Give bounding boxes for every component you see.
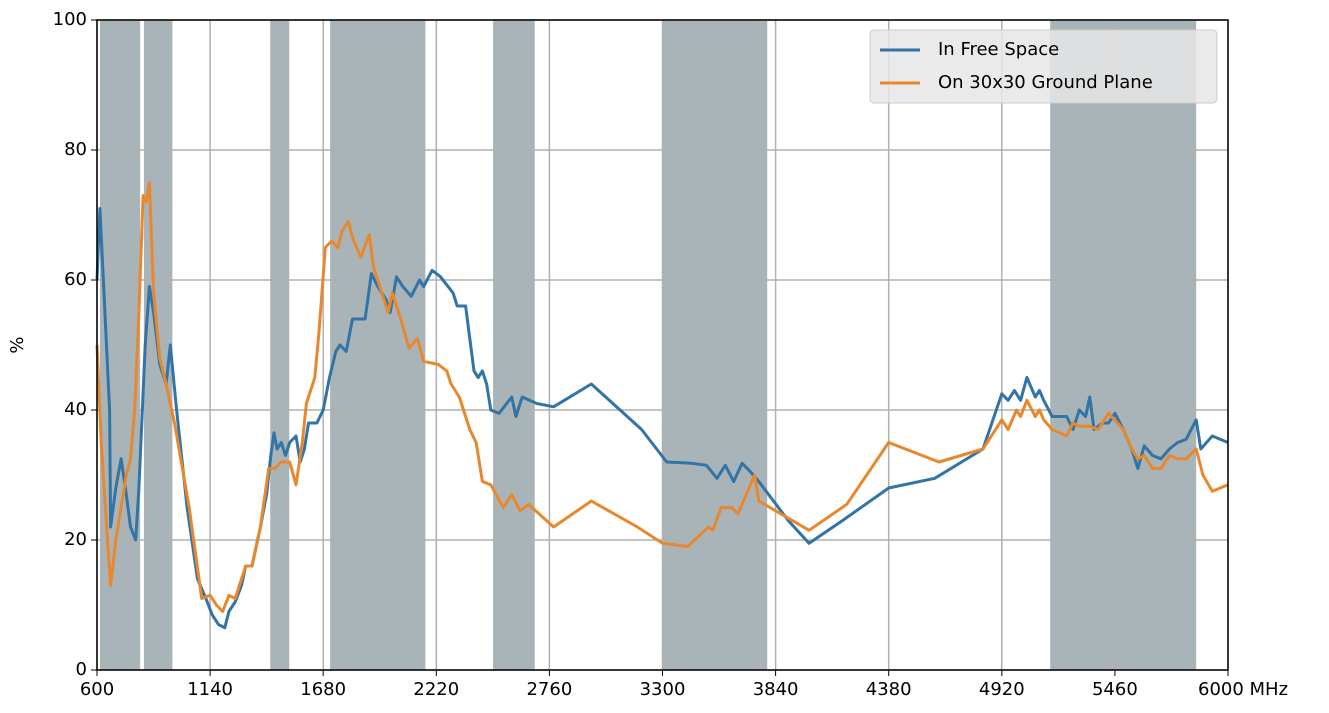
x-tick-label: 600 <box>80 679 114 700</box>
x-tick-label: 4920 <box>979 679 1025 700</box>
y-tick-label: 20 <box>64 529 87 550</box>
y-axis-label: % <box>7 336 28 353</box>
legend-box <box>869 29 1218 104</box>
legend-label: In Free Space <box>938 39 1059 60</box>
x-tick-label: 6000 MHz <box>1198 679 1288 700</box>
data-line <box>95 207 1229 630</box>
y-tick-label: 40 <box>64 399 87 420</box>
legend-label: On 30x30 Ground Plane <box>938 72 1153 93</box>
shaded-band <box>1050 20 1197 670</box>
shaded-band <box>270 20 290 670</box>
y-tick-label: 60 <box>64 269 87 290</box>
x-tick-label: 4380 <box>866 679 912 700</box>
y-tick-label: 80 <box>64 139 87 160</box>
y-tick-label: 0 <box>76 659 87 680</box>
x-tick-label: 2220 <box>413 679 459 700</box>
x-tick-label: 1680 <box>300 679 346 700</box>
x-tick-label: 3840 <box>753 679 799 700</box>
plot-frame <box>96 19 1229 671</box>
y-tick-label: 100 <box>53 9 87 30</box>
shaded-band <box>662 20 768 670</box>
x-tick-label: 1140 <box>187 679 233 700</box>
data-line <box>95 181 1229 613</box>
x-tick-label: 3300 <box>640 679 686 700</box>
x-tick-label: 2760 <box>526 679 572 700</box>
x-tick-label: 5460 <box>1092 679 1138 700</box>
shaded-band <box>493 20 535 670</box>
